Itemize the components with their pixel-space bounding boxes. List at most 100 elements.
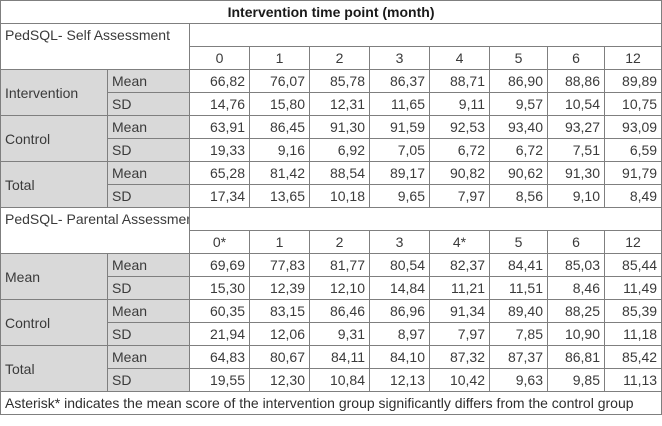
value-cell: 12,31: [309, 92, 370, 116]
value-cell: 86,81: [547, 345, 605, 369]
value-cell: 6,59: [603, 138, 662, 162]
self-blank-cell: [188, 23, 662, 47]
value-cell: 9,10: [547, 184, 605, 208]
value-cell: 65,28: [189, 161, 250, 185]
table-row: SD 15,30 12,39 12,10 14,84 11,21 11,51 8,46 11,4…: [1, 276, 662, 300]
table-row: Mean Mean 69,69 77,83 81,77 80,54 82,37 84,41 85…: [0, 253, 662, 300]
value-cell: 81,77: [309, 253, 370, 277]
value-cell: 8,46: [547, 276, 605, 300]
value-cell: 13,65: [249, 184, 310, 208]
self-header-row: PedSQL- Self Assessment: [0, 23, 662, 70]
value-cell: 15,80: [249, 92, 310, 116]
value-cell: 9,85: [547, 368, 605, 392]
value-cell: 7,85: [489, 322, 548, 346]
value-cell: 7,97: [429, 184, 490, 208]
value-cell: 85,42: [603, 345, 662, 369]
value-cell: 14,84: [369, 276, 430, 300]
value-cell: 11,51: [489, 276, 548, 300]
value-cell: 10,90: [547, 322, 605, 346]
value-cell: 87,32: [429, 345, 490, 369]
table-row: SD 19,33 9,16 6,92 7,05 6,72 6,72 7,51 6,59: [1, 138, 662, 162]
timepoint-header: 3: [369, 230, 430, 254]
value-cell: 93,40: [489, 115, 548, 139]
value-cell: 10,18: [309, 184, 370, 208]
value-cell: 7,97: [429, 322, 490, 346]
timepoint-header: 5: [489, 230, 548, 254]
table-row: SD 19,55 12,30 10,84 12,13 10,42 9,63 9,85 11,13: [1, 368, 662, 392]
value-cell: 88,54: [309, 161, 370, 185]
value-cell: 84,10: [369, 345, 430, 369]
value-cell: 9,65: [369, 184, 430, 208]
value-cell: 8,56: [489, 184, 548, 208]
value-cell: 93,09: [603, 115, 662, 139]
value-cell: 87,37: [489, 345, 548, 369]
value-cell: 60,35: [189, 299, 250, 323]
value-cell: 88,71: [429, 69, 490, 93]
footnote: Asterisk* indicates the mean score of th…: [0, 391, 662, 415]
table-row: Control Mean 60,35 83,15 86,46 86,96 91,34 89,4…: [0, 299, 662, 346]
table-row: Total Mean 65,28 81,42 88,54 89,17 90,82 90,62 9…: [0, 161, 662, 208]
value-cell: 85,39: [603, 299, 662, 323]
stat-label: SD: [107, 184, 190, 208]
value-cell: 9,16: [249, 138, 310, 162]
value-cell: 9,11: [429, 92, 490, 116]
timepoint-header: 1: [249, 46, 310, 70]
group-label: Control: [0, 299, 108, 346]
value-cell: 11,65: [369, 92, 430, 116]
value-cell: 10,84: [309, 368, 370, 392]
value-cell: 91,34: [429, 299, 490, 323]
value-cell: 86,90: [489, 69, 548, 93]
value-cell: 86,96: [369, 299, 430, 323]
value-cell: 63,91: [189, 115, 250, 139]
value-cell: 12,39: [249, 276, 310, 300]
value-cell: 11,18: [603, 322, 662, 346]
table-body: Intervention time point (month) PedSQL- …: [0, 0, 662, 415]
self-section-label: PedSQL- Self Assessment: [0, 23, 190, 70]
table-row: Control Mean 63,91 86,45 91,30 91,59 92,53 93,4…: [0, 115, 662, 162]
timepoint-header: 0: [189, 46, 250, 70]
parental-section-label: PedSQL- Parental Assessment: [0, 207, 190, 254]
value-cell: 10,42: [429, 368, 490, 392]
table-row: Total Mean 64,83 80,67 84,11 84,10 87,32 87,37 8…: [0, 345, 662, 392]
value-cell: 10,54: [547, 92, 605, 116]
stat-label: SD: [107, 322, 190, 346]
group-label: Intervention: [0, 69, 108, 116]
timepoint-header: 6: [547, 230, 605, 254]
value-cell: 84,41: [489, 253, 548, 277]
value-cell: 21,94: [189, 322, 250, 346]
group-label: Control: [0, 115, 108, 162]
value-cell: 91,30: [547, 161, 605, 185]
table-title: Intervention time point (month): [0, 0, 662, 24]
timepoint-header: 0*: [189, 230, 250, 254]
value-cell: 7,51: [547, 138, 605, 162]
stat-label: SD: [107, 138, 190, 162]
value-cell: 76,07: [249, 69, 310, 93]
value-cell: 9,31: [309, 322, 370, 346]
stat-label: Mean: [107, 299, 190, 323]
parental-blank-cell: [188, 207, 662, 231]
parental-timepoint-row: 0* 1 2 3 4* 5 6 12: [1, 230, 662, 254]
value-cell: 11,13: [603, 368, 662, 392]
timepoint-header: 1: [249, 230, 310, 254]
value-cell: 6,92: [309, 138, 370, 162]
stat-label: Mean: [107, 345, 190, 369]
value-cell: 83,15: [249, 299, 310, 323]
value-cell: 8,49: [603, 184, 662, 208]
value-cell: 93,27: [547, 115, 605, 139]
timepoint-header: 4: [429, 46, 490, 70]
value-cell: 85,44: [603, 253, 662, 277]
timepoint-header: 2: [309, 230, 370, 254]
value-cell: 86,37: [369, 69, 430, 93]
title-row: Intervention time point (month): [0, 0, 662, 24]
group-label: Total: [0, 345, 108, 392]
value-cell: 88,86: [547, 69, 605, 93]
value-cell: 91,59: [369, 115, 430, 139]
value-cell: 86,46: [309, 299, 370, 323]
value-cell: 6,72: [429, 138, 490, 162]
value-cell: 15,30: [189, 276, 250, 300]
value-cell: 66,82: [189, 69, 250, 93]
value-cell: 89,89: [603, 69, 662, 93]
value-cell: 19,33: [189, 138, 250, 162]
value-cell: 12,06: [249, 322, 310, 346]
